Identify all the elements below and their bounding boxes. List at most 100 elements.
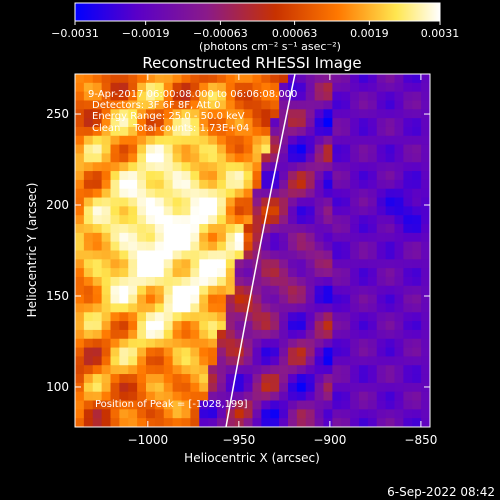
heatmap-cell xyxy=(110,206,120,216)
heatmap-cell xyxy=(279,409,289,419)
heatmap-cell xyxy=(288,162,298,172)
heatmap-cell xyxy=(163,118,174,128)
heatmap-cell xyxy=(243,259,254,269)
heatmap-cell xyxy=(261,109,271,119)
heatmap-cell xyxy=(261,276,271,287)
heatmap-cell xyxy=(332,162,342,172)
heatmap-cell xyxy=(190,135,200,146)
heatmap-cell xyxy=(305,250,316,260)
heatmap-cell xyxy=(314,188,325,199)
heatmap-cell xyxy=(367,179,378,190)
heatmap-cell xyxy=(119,338,129,349)
heatmap-cell xyxy=(137,109,147,119)
heatmap-cell xyxy=(270,400,280,410)
heatmap-cell xyxy=(421,312,430,322)
heatmap-cell xyxy=(421,356,430,366)
heatmap-cell xyxy=(199,418,209,427)
heatmap-cell xyxy=(403,188,413,199)
heatmap-cell xyxy=(421,144,430,155)
heatmap-cell xyxy=(92,338,103,349)
heatmap-cell xyxy=(261,400,271,410)
heatmap-cell xyxy=(252,126,262,137)
heatmap-cell xyxy=(190,312,200,322)
heatmap-cell xyxy=(323,285,333,296)
heatmap-cell xyxy=(296,347,307,357)
heatmap-cell xyxy=(270,294,280,305)
heatmap-cell xyxy=(279,179,289,190)
heatmap-cell xyxy=(181,100,191,110)
heatmap-cell xyxy=(83,268,94,278)
heatmap-cell xyxy=(181,82,191,93)
heatmap-cell xyxy=(305,303,316,313)
heatmap-cell xyxy=(146,118,156,128)
heatmap-cell xyxy=(154,74,165,84)
heatmap-cell xyxy=(376,118,387,128)
heatmap-cell xyxy=(137,374,147,384)
heatmap-cell xyxy=(279,418,289,427)
heatmap-cell xyxy=(119,153,129,163)
heatmap-cell xyxy=(341,126,351,137)
heatmap-cell xyxy=(412,321,422,331)
heatmap-cell xyxy=(146,109,156,119)
heatmap-cell xyxy=(199,91,209,102)
heatmap-cell xyxy=(234,294,245,305)
heatmap-cell xyxy=(234,268,245,278)
heatmap-cell xyxy=(296,179,307,190)
heatmap-cell xyxy=(137,250,147,260)
heatmap-cell xyxy=(172,312,183,322)
heatmap-cell xyxy=(199,409,209,419)
heatmap-cell xyxy=(208,409,218,419)
heatmap-cell xyxy=(359,329,369,340)
heatmap-cell xyxy=(270,82,280,93)
heatmap-cell xyxy=(225,418,236,427)
heatmap-cell xyxy=(83,418,94,427)
heatmap-cell xyxy=(296,74,307,84)
heatmap-cell xyxy=(323,82,333,93)
heatmap-cell xyxy=(146,250,156,260)
heatmap-cell xyxy=(110,197,120,207)
heatmap-cell xyxy=(217,400,227,410)
heatmap-cell xyxy=(217,347,227,357)
heatmap-cell xyxy=(412,374,422,384)
heatmap-cell xyxy=(154,118,165,128)
heatmap-cell xyxy=(350,179,360,190)
heatmap-cell xyxy=(217,418,227,427)
heatmap-cell xyxy=(288,135,298,146)
heatmap-cell xyxy=(403,374,413,384)
heatmap-cell xyxy=(341,153,351,163)
heatmap-cell xyxy=(208,250,218,260)
heatmap-cell xyxy=(110,338,120,349)
heatmap-cell xyxy=(367,303,378,313)
heatmap-cell xyxy=(270,321,280,331)
heatmap-cell xyxy=(243,171,254,181)
heatmap-cell xyxy=(412,126,422,137)
heatmap-cell xyxy=(75,126,85,137)
heatmap-cell xyxy=(341,329,351,340)
heatmap-cell xyxy=(403,356,413,366)
heatmap-cell xyxy=(332,312,342,322)
heatmap-cell xyxy=(385,391,396,402)
heatmap-cell xyxy=(75,391,85,402)
heatmap-cell xyxy=(359,126,369,137)
heatmap-cell xyxy=(261,356,271,366)
heatmap-cell xyxy=(385,294,396,305)
heatmap-cell xyxy=(208,162,218,172)
colorbar: −0.0031 −0.0019 −0.00063 0.00063 0.0019 0.003… xyxy=(51,2,459,53)
heatmap-cell xyxy=(314,215,325,225)
heatmap-cell xyxy=(163,303,174,313)
heatmap-cell xyxy=(92,224,103,234)
heatmap-cell xyxy=(385,241,396,252)
heatmap-cell xyxy=(261,418,271,427)
heatmap-cell xyxy=(119,365,129,375)
heatmap-cell xyxy=(376,171,387,181)
heatmap-cell xyxy=(305,126,316,137)
heatmap-cell xyxy=(314,118,325,128)
heatmap-cell xyxy=(225,224,236,234)
heatmap-cell xyxy=(412,356,422,366)
heatmap-cell xyxy=(279,197,289,207)
heatmap-cell xyxy=(394,285,404,296)
heatmap-cell xyxy=(367,321,378,331)
heatmap-cell xyxy=(119,391,129,402)
heatmap-cell xyxy=(217,74,227,84)
heatmap-cell xyxy=(128,100,138,110)
